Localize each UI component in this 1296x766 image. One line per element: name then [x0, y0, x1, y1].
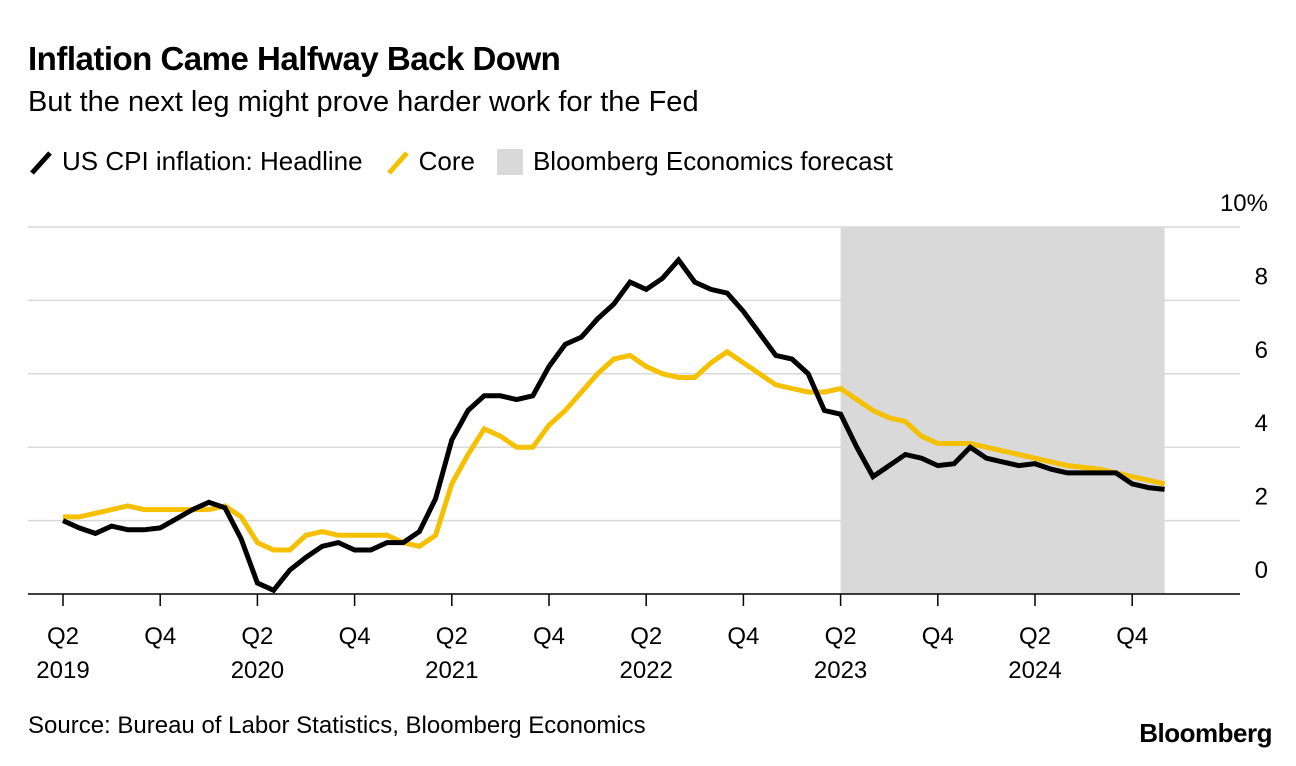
legend-item-core: Core — [385, 146, 475, 177]
y-tick-label: 8 — [1255, 263, 1268, 290]
x-tick-year-label: 2021 — [425, 657, 478, 684]
x-tick-year-label: 2020 — [231, 657, 284, 684]
x-tick-label: Q2 — [436, 623, 468, 650]
legend-item-forecast: Bloomberg Economics forecast — [496, 146, 893, 177]
bloomberg-logo: Bloomberg — [1139, 718, 1272, 748]
source-note: Source: Bureau of Labor Statistics, Bloo… — [28, 712, 646, 739]
y-tick-label: 2 — [1255, 484, 1268, 511]
x-tick-label: Q2 — [1019, 623, 1051, 650]
x-tick-label: Q2 — [825, 623, 857, 650]
x-tick-label: Q2 — [241, 623, 273, 650]
x-tick-year-label: 2024 — [1008, 657, 1061, 684]
legend-swatch-grey-icon — [496, 148, 523, 175]
legend-label-forecast: Bloomberg Economics forecast — [532, 146, 893, 176]
x-tick-label: Q2 — [630, 623, 662, 650]
x-tick-label: Q4 — [727, 623, 759, 650]
legend-label-headline: US CPI inflation: Headline — [62, 146, 363, 176]
y-tick-label: 0 — [1255, 557, 1268, 584]
x-tick-label: Q4 — [922, 623, 954, 650]
x-tick-label: Q2 — [47, 623, 79, 650]
x-tick-label: Q4 — [339, 623, 371, 650]
y-tick-label: 6 — [1255, 337, 1268, 364]
legend: US CPI inflation: Headline Core Bloomber… — [28, 146, 915, 177]
x-tick-year-label: 2019 — [36, 657, 89, 684]
series-line-core — [63, 348, 1166, 553]
x-tick-label: Q4 — [1116, 623, 1148, 650]
chart-subtitle: But the next leg might prove harder work… — [28, 86, 699, 118]
legend-line-black-icon — [30, 150, 52, 175]
legend-item-headline: US CPI inflation: Headline — [28, 146, 363, 177]
y-tick-label: 10% — [1220, 190, 1268, 217]
x-tick-year-label: 2022 — [620, 657, 673, 684]
chart-title: Inflation Came Halfway Back Down — [28, 40, 561, 77]
forecast-region — [840, 227, 1165, 594]
legend-line-yellow-icon — [386, 150, 409, 175]
series-line-headline — [61, 256, 1165, 594]
x-tick-year-label: 2023 — [814, 657, 867, 684]
y-tick-label: 4 — [1255, 410, 1268, 437]
x-tick-label: Q4 — [533, 623, 565, 650]
x-tick-label: Q4 — [144, 623, 176, 650]
legend-label-core: Core — [418, 146, 475, 176]
